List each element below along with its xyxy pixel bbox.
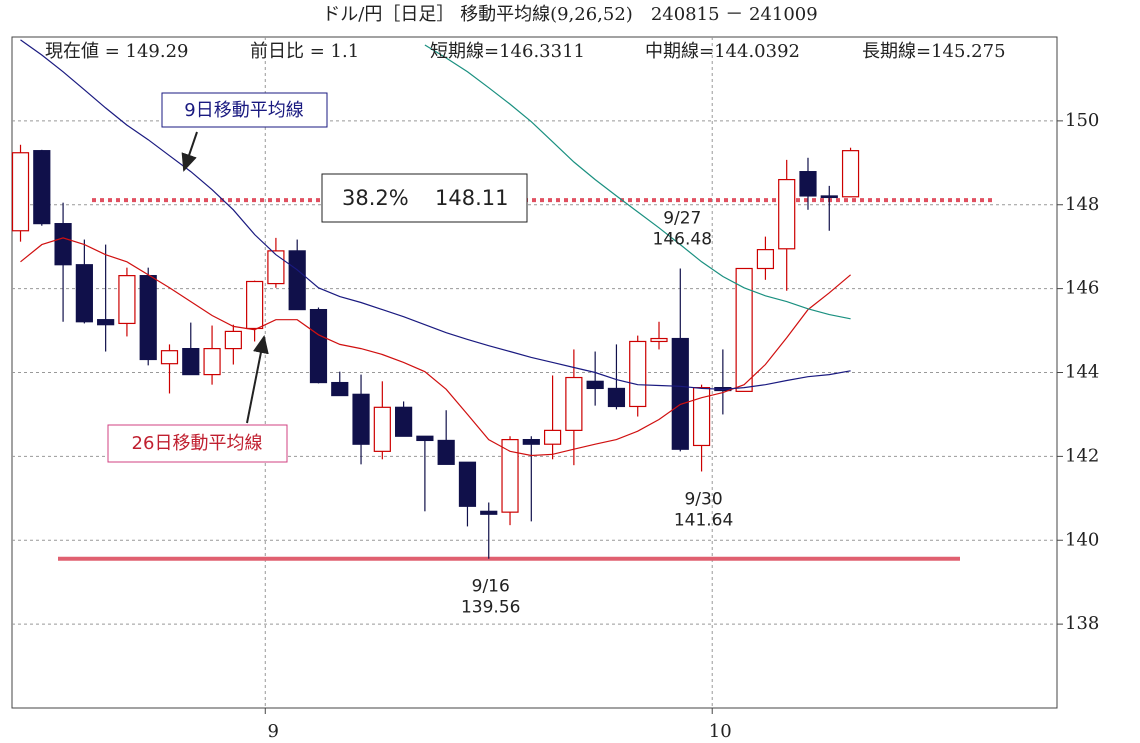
candle-body xyxy=(799,171,817,197)
info: 前日比 = 1.1 xyxy=(250,41,359,62)
point-value: 139.56 xyxy=(461,598,520,618)
y-tick-label: 138 xyxy=(1065,613,1099,634)
fib-box xyxy=(321,173,528,223)
candle-body xyxy=(501,439,519,513)
candle-body xyxy=(203,347,221,376)
ma-line xyxy=(20,39,851,390)
point-date: 9/27 xyxy=(663,208,701,228)
candle-body xyxy=(309,308,328,384)
candle-body xyxy=(54,223,72,266)
marks xyxy=(11,39,995,561)
annotation-box xyxy=(161,92,328,128)
annotation: 9日移動平均線 xyxy=(184,100,303,121)
ma-line xyxy=(20,237,851,457)
candle-body xyxy=(437,439,455,465)
candle-body xyxy=(331,381,349,397)
candle-body xyxy=(182,347,200,376)
candle-body xyxy=(139,275,157,361)
candle-body xyxy=(75,264,93,323)
candle-body xyxy=(586,380,604,390)
candle-body xyxy=(692,386,711,447)
candle-body xyxy=(543,429,562,445)
info: 長期線=145.275 xyxy=(862,41,1006,62)
point-value: 146.48 xyxy=(653,229,712,249)
candle-body xyxy=(522,439,540,445)
candle-body xyxy=(246,280,264,330)
candle-body xyxy=(756,249,775,270)
candle-body xyxy=(607,387,626,408)
info: 現在値 = 149.29 xyxy=(45,41,189,62)
candle-body xyxy=(416,435,434,442)
info: 中期線=144.0392 xyxy=(645,41,800,62)
y-tick-label: 140 xyxy=(1065,529,1099,550)
candle-body xyxy=(11,152,30,232)
arrow xyxy=(181,131,198,172)
candle-body xyxy=(671,337,689,450)
candle-body xyxy=(480,510,498,515)
arrow xyxy=(246,335,269,424)
fib-value: 148.11 xyxy=(435,186,508,210)
candle-body xyxy=(288,250,306,311)
x-tick-label: 10 xyxy=(709,721,732,742)
y-tick-label: 148 xyxy=(1065,194,1099,215)
annotation: 26日移動平均線 xyxy=(132,433,263,454)
info: 短期線=146.3311 xyxy=(430,41,585,62)
ma-line xyxy=(424,44,851,320)
candle-body xyxy=(458,461,477,507)
candle-body xyxy=(735,267,753,392)
annotation-box xyxy=(107,424,288,463)
candle-body xyxy=(841,150,860,198)
candle-body xyxy=(565,376,583,431)
candle-body xyxy=(352,393,370,445)
candle-body xyxy=(33,150,51,225)
candle-body xyxy=(650,337,668,343)
chart-title: ドル/円［日足］ 移動平均線(9,26,52) 240815 － 241009 xyxy=(322,4,817,25)
candle-body xyxy=(395,406,413,437)
candle-body xyxy=(118,275,136,325)
candle-body xyxy=(160,350,179,365)
point-date: 9/16 xyxy=(472,577,510,597)
y-tick-label: 144 xyxy=(1065,362,1099,383)
point-date: 9/30 xyxy=(684,489,722,509)
y-tick-label: 150 xyxy=(1065,110,1099,131)
y-tick-label: 142 xyxy=(1065,445,1099,466)
y-tick-label: 146 xyxy=(1065,278,1099,299)
candle-body xyxy=(820,195,838,199)
candle-body xyxy=(97,319,115,326)
candle-body xyxy=(629,340,647,408)
fib-label: 38.2% xyxy=(342,186,409,210)
x-tick-label: 9 xyxy=(268,721,279,742)
candle-body xyxy=(373,406,391,452)
point-value: 141.64 xyxy=(674,510,733,530)
candle-body xyxy=(778,178,796,250)
candle-body xyxy=(224,330,242,350)
candle-body xyxy=(267,250,285,285)
